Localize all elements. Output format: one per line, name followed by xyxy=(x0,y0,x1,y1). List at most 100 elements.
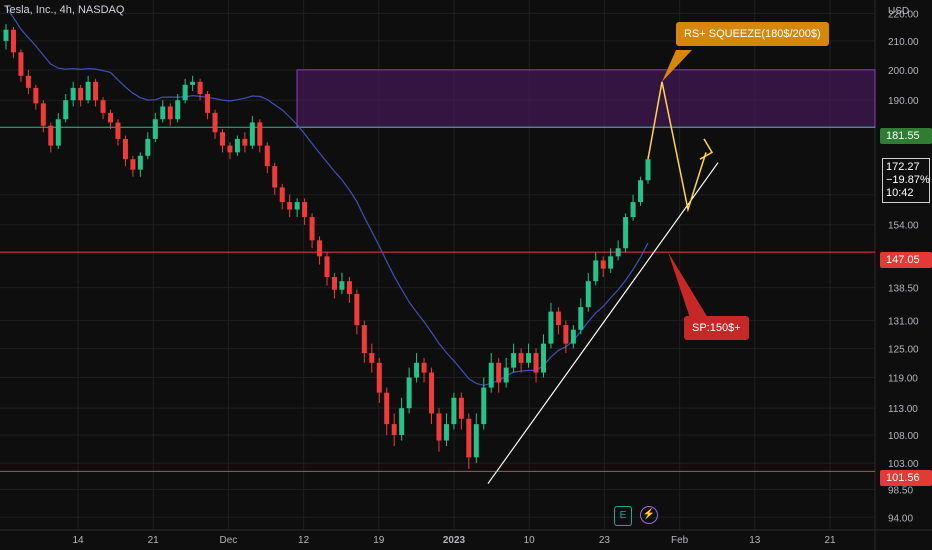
x-tick-label: 2023 xyxy=(443,535,466,546)
y-tick-label: 154.00 xyxy=(888,221,919,232)
candle-body xyxy=(115,122,121,139)
candle-body xyxy=(175,100,181,120)
price-change: −19.87% xyxy=(886,174,930,186)
time-axis: 14 21 Dec 12 19 2023 10 23 Feb 13 21 xyxy=(72,535,836,546)
resistance-zone xyxy=(296,69,876,128)
candle-body xyxy=(563,325,569,344)
candle-body xyxy=(608,256,614,269)
candle-body xyxy=(339,281,345,290)
uptrend-line xyxy=(487,162,719,484)
candle-body xyxy=(78,87,84,101)
level-badge-181: 181.55 xyxy=(880,128,932,144)
candle-body xyxy=(540,343,546,373)
x-tick-label: 10 xyxy=(524,535,536,546)
candle-body xyxy=(518,353,524,363)
candle-body xyxy=(503,367,509,383)
candle-body xyxy=(414,362,420,378)
candle-body xyxy=(638,180,644,203)
candle-body xyxy=(279,187,285,203)
earnings-icon[interactable]: E xyxy=(614,506,632,526)
candle-body xyxy=(108,112,114,123)
y-tick-label: 220.00 xyxy=(888,9,919,20)
y-tick-label: 190.00 xyxy=(888,96,919,107)
candle-body xyxy=(249,122,255,146)
candle-body xyxy=(346,281,352,295)
candle-body xyxy=(70,87,76,101)
candle-body xyxy=(287,202,293,210)
x-tick-label: 12 xyxy=(298,535,310,546)
level-badge-101: 101.56 xyxy=(880,470,932,486)
candle-body xyxy=(354,294,360,326)
candle-body xyxy=(137,155,143,170)
y-tick-label: 200.00 xyxy=(888,66,919,77)
candle-body xyxy=(152,119,158,139)
level-badge-147: 147.05 xyxy=(880,252,932,268)
candle-body xyxy=(25,75,31,88)
y-tick-label: 138.50 xyxy=(888,284,919,295)
squeeze-annotation[interactable]: RS+ SQUEEZE(180$/200$) xyxy=(676,22,829,46)
chart-title: Tesla, Inc., 4h, NASDAQ xyxy=(4,4,125,16)
candle-body xyxy=(100,100,106,113)
candle-body xyxy=(257,122,263,146)
candle-body xyxy=(369,353,375,363)
candle-body xyxy=(205,94,211,113)
candle-body xyxy=(85,81,91,101)
horizontal-levels xyxy=(0,126,875,472)
candle-body xyxy=(466,418,472,458)
y-tick-label: 94.00 xyxy=(888,513,913,524)
candle-body xyxy=(406,377,412,409)
candle-body xyxy=(399,408,405,435)
candle-body xyxy=(473,424,479,458)
y-tick-label: 125.00 xyxy=(888,344,919,355)
candle-body xyxy=(227,145,233,153)
dividend-icon[interactable]: ⚡ xyxy=(640,506,658,524)
candle-body xyxy=(623,217,629,249)
candle-body xyxy=(212,112,218,133)
candle-body xyxy=(593,260,599,282)
currency-label: USD xyxy=(888,6,909,17)
candle-body xyxy=(548,311,554,344)
x-tick-label: 13 xyxy=(749,535,761,546)
candle-body xyxy=(496,362,502,383)
candle-body xyxy=(600,260,606,269)
candle-body xyxy=(264,145,270,167)
candle-body xyxy=(160,106,166,120)
candle-body xyxy=(630,202,636,218)
candle-body xyxy=(451,397,457,425)
candle-body xyxy=(533,353,539,373)
last-price-box: 172.27 −19.87% 10:42 xyxy=(882,158,930,203)
projection-line xyxy=(647,81,707,213)
candle-body xyxy=(63,100,69,120)
squeeze-pointer xyxy=(662,50,692,82)
candle-body xyxy=(421,362,427,373)
y-tick-label: 103.00 xyxy=(888,459,919,470)
candle-body xyxy=(3,29,9,41)
y-tick-label: 210.00 xyxy=(888,37,919,48)
y-tick-label: 108.00 xyxy=(888,431,919,442)
support-annotation[interactable]: SP:150$+ xyxy=(684,316,749,340)
candle-body xyxy=(317,240,323,257)
y-tick-label: 98.50 xyxy=(888,486,913,497)
candle-body xyxy=(481,387,487,425)
candle-body xyxy=(443,424,449,441)
candle-body xyxy=(331,276,337,290)
candle-body xyxy=(33,87,39,104)
candle-body xyxy=(48,125,54,146)
x-tick-label: 23 xyxy=(599,535,611,546)
candle-body xyxy=(302,202,308,218)
candle-body xyxy=(384,392,390,425)
candle-body xyxy=(219,132,225,146)
candle-body xyxy=(570,329,576,344)
candle-body xyxy=(93,81,99,101)
candle-body xyxy=(167,106,173,120)
y-tick-label: 119.00 xyxy=(888,374,918,385)
candle-body xyxy=(234,138,240,153)
x-tick-label: 19 xyxy=(373,535,385,546)
candle-body xyxy=(40,103,46,126)
candle-body xyxy=(130,159,136,170)
candle-body xyxy=(555,311,561,326)
candle-body xyxy=(526,353,532,363)
projection-path xyxy=(647,50,714,318)
candle-body xyxy=(197,81,203,95)
